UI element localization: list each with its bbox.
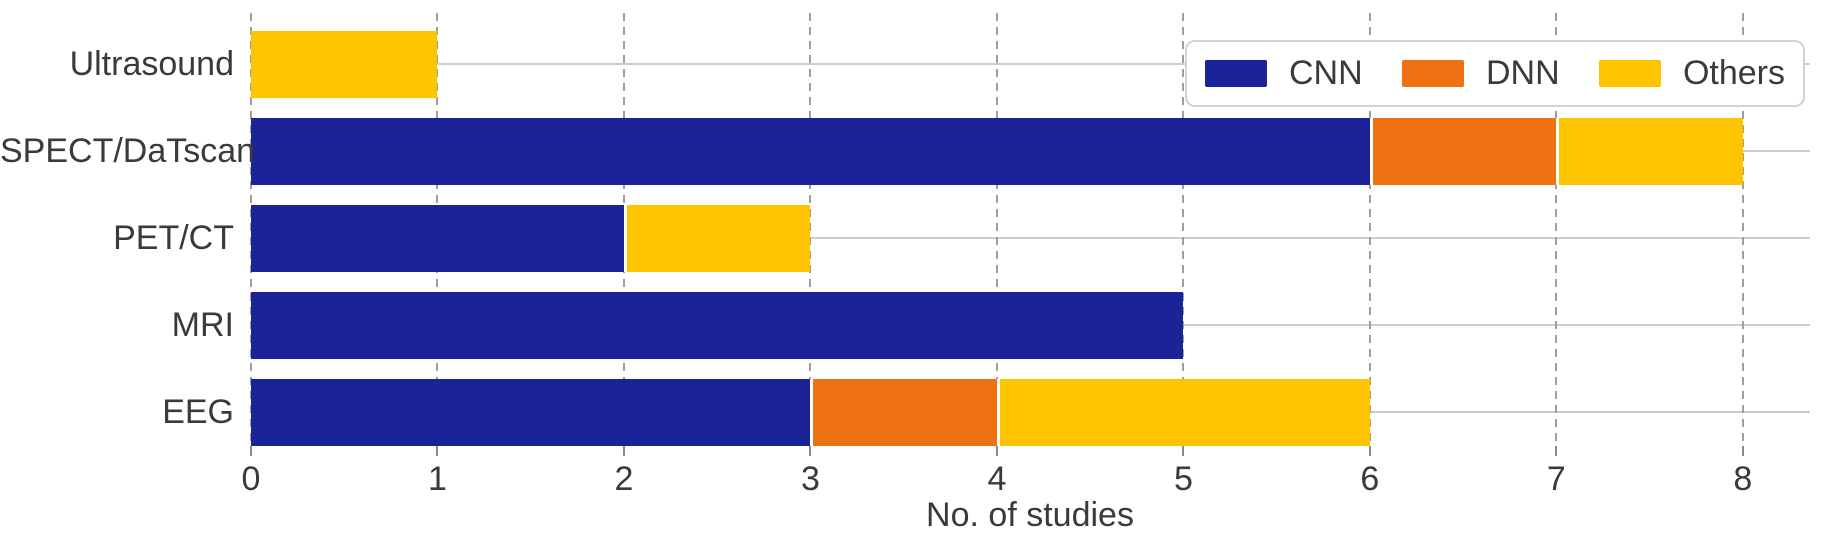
legend-swatch-dnn: [1401, 60, 1464, 87]
x-tick: [622, 446, 625, 456]
legend-label: CNN: [1289, 54, 1363, 92]
legend-item-dnn: DNN: [1401, 54, 1560, 93]
bar-segment-dnn: [810, 378, 997, 446]
legend-label: Others: [1682, 54, 1785, 92]
x-tick: [1741, 446, 1744, 456]
legend-label: DNN: [1485, 54, 1560, 92]
x-tick: [995, 446, 998, 456]
bar-segment-cnn: [251, 378, 811, 446]
x-tick: [809, 446, 812, 456]
x-tick: [1368, 446, 1371, 456]
x-tick: [1182, 446, 1185, 456]
legend-item-cnn: CNN: [1205, 54, 1363, 93]
bar-segment-cnn: [251, 204, 624, 272]
x-tick: [1555, 446, 1558, 456]
x-tick-label: 8: [1733, 460, 1753, 498]
bar-segment-cnn: [251, 117, 1370, 185]
y-tick-label: Ultrasound: [69, 45, 234, 83]
x-tick-label: 7: [1546, 460, 1566, 498]
x-tick-label: 5: [1173, 460, 1193, 498]
x-gridline: [1741, 13, 1744, 446]
bar-segment-others: [996, 378, 1370, 446]
legend-swatch-cnn: [1205, 60, 1267, 87]
x-gridline: [1182, 13, 1185, 446]
x-tick-label: 3: [800, 460, 820, 498]
legend-swatch-others: [1598, 60, 1661, 87]
y-tick-label: SPECT/DaTscan: [0, 132, 256, 170]
bar-segment-dnn: [1369, 117, 1557, 185]
y-gridline: [251, 63, 1810, 65]
x-tick-label: 1: [428, 460, 447, 498]
x-gridline: [809, 13, 812, 446]
x-gridline: [1368, 13, 1371, 446]
x-gridline: [1555, 13, 1558, 446]
bar-segment-others: [251, 30, 438, 98]
y-tick-label: PET/CT: [113, 219, 234, 257]
bar-segment-others: [623, 204, 811, 272]
x-gridline: [995, 13, 998, 446]
legend: CNN DNN Others: [1185, 40, 1805, 107]
x-tick: [250, 446, 252, 456]
x-tick-label: 2: [614, 460, 634, 498]
bar-segment-cnn: [251, 291, 1184, 359]
x-axis-title: No. of studies: [926, 496, 1134, 534]
x-tick: [436, 446, 439, 456]
bar-segment-others: [1556, 117, 1743, 185]
x-tick-label: 0: [241, 460, 261, 498]
x-tick-label: 4: [987, 460, 1007, 498]
x-tick-label: 6: [1360, 460, 1380, 498]
y-tick-label: EEG: [162, 393, 234, 431]
legend-item-others: Others: [1598, 54, 1785, 93]
y-gridline: [251, 237, 1810, 239]
y-tick-label: MRI: [171, 306, 234, 344]
